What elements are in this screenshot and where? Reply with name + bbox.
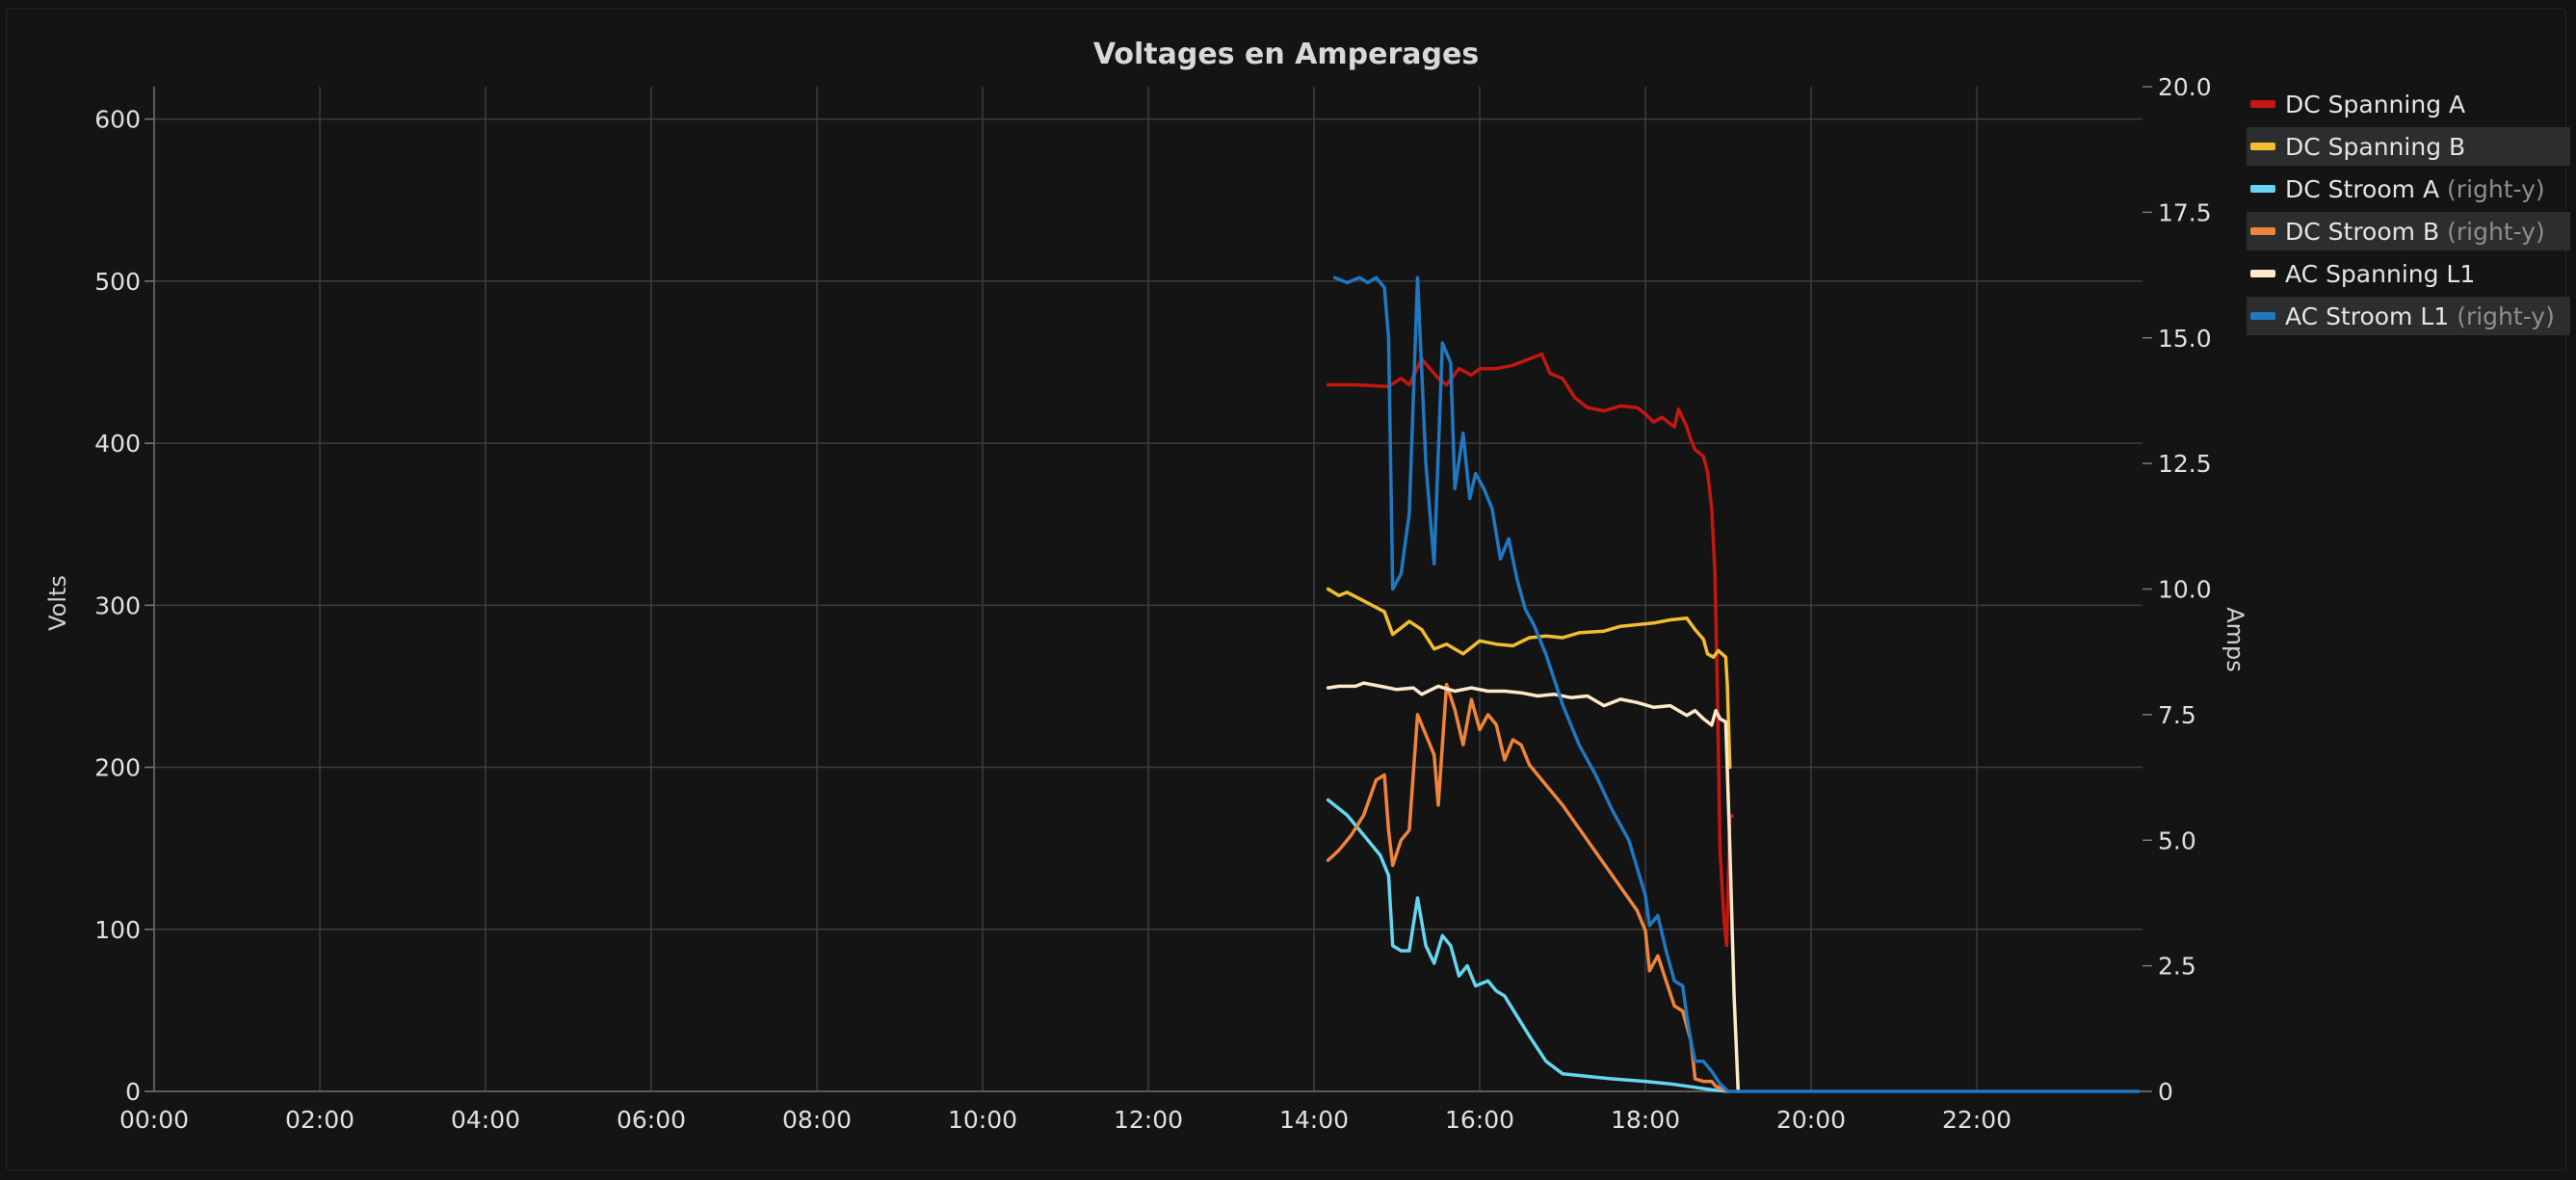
y-tick-label: 500 — [94, 268, 141, 296]
x-tick-label: 02:00 — [285, 1106, 355, 1134]
legend-label: AC Stroom L1 — [2285, 302, 2450, 330]
grid — [153, 87, 2142, 1092]
x-tick-label: 14:00 — [1279, 1106, 1349, 1134]
y2-tick-label: 7.5 — [2158, 701, 2196, 729]
legend-item-dc-stroom-a[interactable]: DC Stroom A (right-y) — [2247, 170, 2570, 208]
legend-item-dc-stroom-b[interactable]: DC Stroom B (right-y) — [2247, 212, 2570, 250]
legend-axis-note: (right-y) — [2457, 302, 2555, 330]
series-line-dc-spanning-b — [1326, 587, 1732, 770]
legend-swatch — [2250, 100, 2275, 108]
y2-tick-label: 0 — [2158, 1078, 2173, 1106]
legend-axis-note: (right-y) — [2447, 174, 2545, 203]
x-tick-label: 06:00 — [617, 1106, 686, 1134]
y2-tick-label: 5.0 — [2158, 826, 2196, 854]
legend-item-ac-spanning-l1[interactable]: AC Spanning L1 — [2247, 254, 2570, 293]
legend-label: DC Spanning A — [2285, 90, 2466, 118]
legend-label: DC Spanning B — [2285, 132, 2466, 161]
y-tick-label: 100 — [94, 916, 141, 944]
legend-label: DC Stroom A — [2285, 174, 2440, 203]
x-tick-label: 12:00 — [1114, 1106, 1183, 1134]
legend: DC Spanning A DC Spanning B DC Stroom A (ri… — [2247, 85, 2570, 339]
legend-item-dc-spanning-a[interactable]: DC Spanning A — [2247, 85, 2570, 123]
x-tick-label: 08:00 — [782, 1106, 852, 1134]
x-tick-label: 00:00 — [119, 1106, 189, 1134]
legend-swatch — [2250, 227, 2275, 235]
x-tick-label: 10:00 — [948, 1106, 1017, 1134]
legend-swatch — [2250, 143, 2275, 150]
y-axis-label: Volts — [44, 575, 71, 631]
series-line-dc-stroom-b — [1326, 682, 1730, 1093]
legend-label: AC Spanning L1 — [2285, 259, 2476, 288]
x-axis-ticks: 00:00 02:00 04:00 06:00 08:00 10:00 12:00 14:00… — [119, 1106, 2011, 1134]
legend-swatch — [2250, 270, 2275, 277]
y2-axis-ticks: 0 2.5 5.0 7.5 10.0 12.5 15.0 17.5 20.0 — [2142, 73, 2212, 1106]
y2-tick-label: 15.0 — [2158, 325, 2212, 353]
panel-title: Voltages en Amperages — [1092, 38, 1480, 71]
legend-swatch — [2250, 185, 2275, 193]
legend-item-ac-stroom-l1[interactable]: AC Stroom L1 (right-y) — [2247, 297, 2570, 335]
x-tick-label: 04:00 — [451, 1106, 520, 1134]
legend-axis-note: (right-y) — [2447, 217, 2545, 246]
x-tick-label: 18:00 — [1611, 1106, 1680, 1134]
y-tick-label: 300 — [94, 591, 141, 619]
x-tick-label: 16:00 — [1445, 1106, 1514, 1134]
legend-swatch — [2250, 312, 2275, 320]
y2-tick-label: 12.5 — [2158, 450, 2212, 478]
series-line-dc-stroom-a — [1326, 798, 1730, 1093]
series-lines — [1326, 275, 2141, 1093]
y2-tick-label: 10.0 — [2158, 576, 2212, 604]
legend-label: DC Stroom B — [2285, 217, 2440, 246]
y2-tick-label: 2.5 — [2158, 953, 2196, 981]
y-axis-ticks: 0 100 200 300 400 500 600 — [94, 106, 154, 1106]
y-tick-label: 0 — [125, 1078, 141, 1106]
series-line-ac-spanning-l1 — [1326, 681, 1741, 1093]
y2-axis-label: Amps — [2221, 607, 2248, 672]
x-tick-label: 22:00 — [1942, 1106, 2011, 1134]
y-tick-label: 400 — [94, 430, 141, 458]
series-line-ac-stroom-l1 — [1332, 275, 2141, 1093]
y2-tick-label: 17.5 — [2158, 198, 2212, 226]
legend-item-dc-spanning-b[interactable]: DC Spanning B — [2247, 127, 2570, 166]
y-tick-label: 200 — [94, 754, 141, 782]
x-tick-label: 20:00 — [1776, 1106, 1846, 1134]
y2-tick-label: 20.0 — [2158, 73, 2212, 101]
y-tick-label: 600 — [94, 106, 141, 134]
chart-panel: Voltages en Amperages — [6, 8, 2566, 1170]
